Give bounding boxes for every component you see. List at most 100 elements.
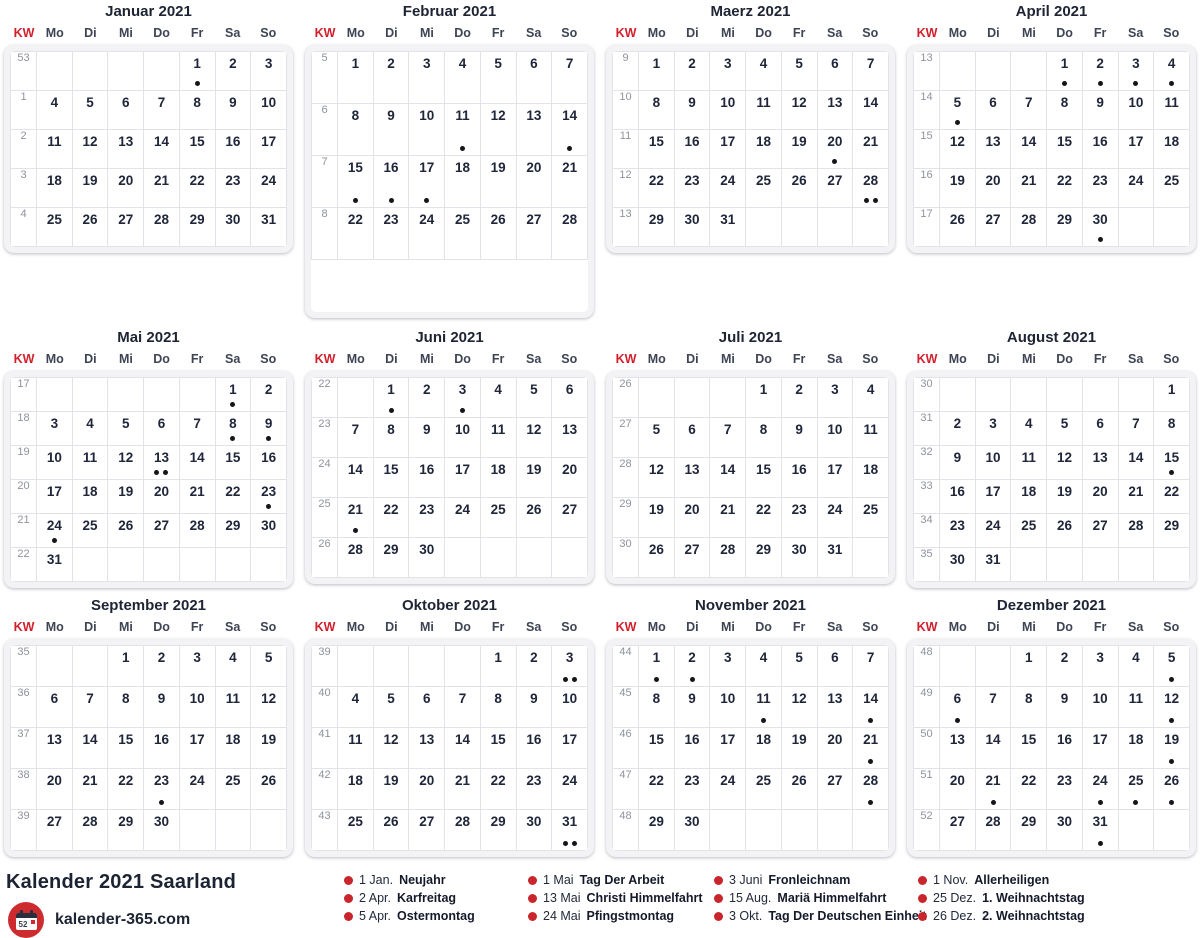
day-cell-november-10[interactable]: 10 (709, 686, 747, 728)
day-cell-november-29[interactable]: 29 (638, 809, 675, 851)
day-cell-september-9[interactable]: 9 (143, 686, 180, 728)
day-cell-april-4[interactable]: 4 (1153, 51, 1190, 91)
day-cell-november-28[interactable]: 28 (852, 768, 889, 810)
day-cell-maerz-25[interactable]: 25 (745, 168, 782, 208)
day-cell-august-15[interactable]: 15 (1153, 445, 1190, 480)
day-cell-maerz-14[interactable]: 14 (852, 90, 889, 130)
day-cell-oktober-14[interactable]: 14 (444, 727, 481, 769)
day-cell-oktober-13[interactable]: 13 (408, 727, 446, 769)
day-cell-april-20[interactable]: 20 (974, 168, 1012, 208)
day-cell-januar-21[interactable]: 21 (143, 168, 180, 208)
day-cell-oktober-29[interactable]: 29 (479, 809, 517, 851)
day-cell-februar-19[interactable]: 19 (479, 155, 517, 208)
day-cell-mai-26[interactable]: 26 (107, 513, 145, 548)
day-cell-juni-3[interactable]: 3 (444, 377, 481, 418)
day-cell-august-3[interactable]: 3 (974, 411, 1012, 446)
day-cell-juli-9[interactable]: 9 (780, 417, 818, 458)
day-cell-april-6[interactable]: 6 (974, 90, 1012, 130)
day-cell-mai-14[interactable]: 14 (178, 445, 216, 480)
day-cell-november-16[interactable]: 16 (673, 727, 711, 769)
day-cell-november-6[interactable]: 6 (816, 645, 854, 687)
day-cell-februar-27[interactable]: 27 (515, 207, 553, 260)
day-cell-juli-24[interactable]: 24 (816, 497, 854, 538)
day-cell-juli-23[interactable]: 23 (780, 497, 818, 538)
day-cell-juli-12[interactable]: 12 (638, 457, 675, 498)
day-cell-oktober-6[interactable]: 6 (408, 686, 446, 728)
day-cell-maerz-21[interactable]: 21 (852, 129, 889, 169)
day-cell-april-15[interactable]: 15 (1046, 129, 1083, 169)
day-cell-januar-19[interactable]: 19 (71, 168, 109, 208)
day-cell-mai-2[interactable]: 2 (250, 377, 287, 412)
day-cell-september-17[interactable]: 17 (178, 727, 216, 769)
day-cell-august-25[interactable]: 25 (1010, 513, 1048, 548)
day-cell-april-29[interactable]: 29 (1046, 207, 1083, 247)
day-cell-februar-11[interactable]: 11 (444, 103, 481, 156)
day-cell-juni-22[interactable]: 22 (372, 497, 410, 538)
day-cell-juni-20[interactable]: 20 (551, 457, 588, 498)
day-cell-maerz-20[interactable]: 20 (816, 129, 854, 169)
day-cell-maerz-17[interactable]: 17 (709, 129, 747, 169)
day-cell-januar-1[interactable]: 1 (178, 51, 216, 91)
day-cell-april-28[interactable]: 28 (1010, 207, 1048, 247)
day-cell-august-5[interactable]: 5 (1046, 411, 1083, 446)
day-cell-august-30[interactable]: 30 (939, 547, 976, 582)
day-cell-september-14[interactable]: 14 (71, 727, 109, 769)
day-cell-februar-3[interactable]: 3 (408, 51, 446, 104)
day-cell-januar-26[interactable]: 26 (71, 207, 109, 247)
day-cell-juli-25[interactable]: 25 (852, 497, 889, 538)
day-cell-juni-29[interactable]: 29 (372, 537, 410, 578)
day-cell-mai-1[interactable]: 1 (214, 377, 252, 412)
day-cell-januar-24[interactable]: 24 (250, 168, 287, 208)
day-cell-oktober-25[interactable]: 25 (337, 809, 374, 851)
day-cell-juli-30[interactable]: 30 (780, 537, 818, 578)
day-cell-dezember-19[interactable]: 19 (1153, 727, 1190, 769)
day-cell-februar-10[interactable]: 10 (408, 103, 446, 156)
day-cell-juli-8[interactable]: 8 (745, 417, 782, 458)
day-cell-oktober-20[interactable]: 20 (408, 768, 446, 810)
day-cell-oktober-18[interactable]: 18 (337, 768, 374, 810)
day-cell-januar-10[interactable]: 10 (250, 90, 287, 130)
day-cell-april-12[interactable]: 12 (939, 129, 976, 169)
day-cell-april-16[interactable]: 16 (1081, 129, 1119, 169)
day-cell-februar-26[interactable]: 26 (479, 207, 517, 260)
day-cell-oktober-3[interactable]: 3 (551, 645, 588, 687)
day-cell-dezember-4[interactable]: 4 (1117, 645, 1155, 687)
day-cell-november-8[interactable]: 8 (638, 686, 675, 728)
day-cell-juni-25[interactable]: 25 (479, 497, 517, 538)
day-cell-maerz-26[interactable]: 26 (780, 168, 818, 208)
day-cell-november-24[interactable]: 24 (709, 768, 747, 810)
day-cell-april-19[interactable]: 19 (939, 168, 976, 208)
day-cell-januar-2[interactable]: 2 (214, 51, 252, 91)
day-cell-september-23[interactable]: 23 (143, 768, 180, 810)
day-cell-november-13[interactable]: 13 (816, 686, 854, 728)
day-cell-august-29[interactable]: 29 (1153, 513, 1190, 548)
day-cell-juni-6[interactable]: 6 (551, 377, 588, 418)
day-cell-juni-11[interactable]: 11 (479, 417, 517, 458)
day-cell-maerz-30[interactable]: 30 (673, 207, 711, 247)
kalender-365-logo-icon[interactable]: 52 (8, 902, 44, 938)
day-cell-april-23[interactable]: 23 (1081, 168, 1119, 208)
day-cell-juli-5[interactable]: 5 (638, 417, 675, 458)
day-cell-oktober-30[interactable]: 30 (515, 809, 553, 851)
day-cell-oktober-1[interactable]: 1 (479, 645, 517, 687)
day-cell-juli-7[interactable]: 7 (709, 417, 747, 458)
day-cell-juli-16[interactable]: 16 (780, 457, 818, 498)
day-cell-juli-4[interactable]: 4 (852, 377, 889, 418)
day-cell-september-10[interactable]: 10 (178, 686, 216, 728)
day-cell-april-18[interactable]: 18 (1153, 129, 1190, 169)
day-cell-april-1[interactable]: 1 (1046, 51, 1083, 91)
day-cell-juni-26[interactable]: 26 (515, 497, 553, 538)
day-cell-november-26[interactable]: 26 (780, 768, 818, 810)
day-cell-juli-22[interactable]: 22 (745, 497, 782, 538)
day-cell-september-20[interactable]: 20 (36, 768, 73, 810)
day-cell-april-2[interactable]: 2 (1081, 51, 1119, 91)
day-cell-november-30[interactable]: 30 (673, 809, 711, 851)
day-cell-august-21[interactable]: 21 (1117, 479, 1155, 514)
day-cell-maerz-16[interactable]: 16 (673, 129, 711, 169)
day-cell-dezember-29[interactable]: 29 (1010, 809, 1048, 851)
day-cell-juni-16[interactable]: 16 (408, 457, 446, 498)
day-cell-oktober-5[interactable]: 5 (372, 686, 410, 728)
day-cell-september-7[interactable]: 7 (71, 686, 109, 728)
day-cell-maerz-11[interactable]: 11 (745, 90, 782, 130)
day-cell-februar-15[interactable]: 15 (337, 155, 374, 208)
